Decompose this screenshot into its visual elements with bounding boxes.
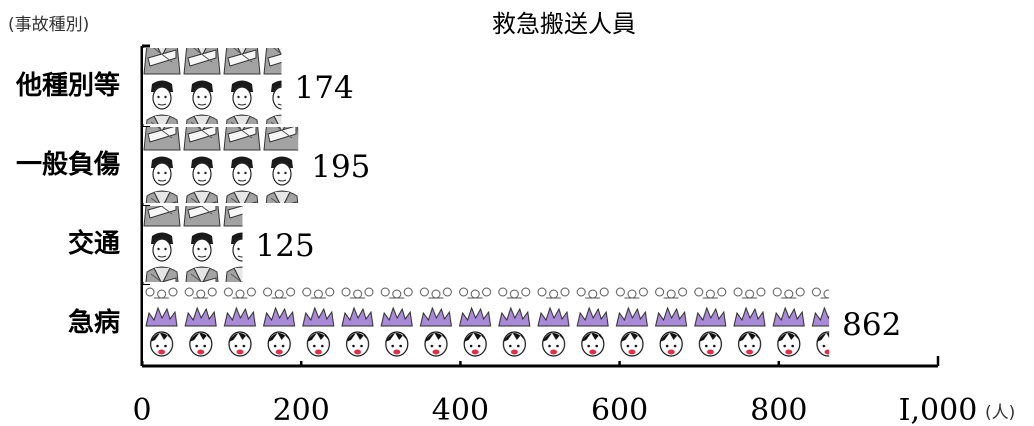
data-label: 125 [256,228,315,264]
data-label: 195 [311,149,370,185]
x-tick-label: 400 [432,393,489,426]
bar [143,285,830,361]
x-tick-label: 600 [591,393,648,426]
data-label: 174 [295,70,354,106]
category-label: 一般負傷 [16,150,120,180]
x-tick-label: 800 [750,393,807,426]
category-label: 交通 [68,228,120,259]
y-axis-title: (事故種別) [8,15,90,35]
category-label: 他種別等 [15,70,120,101]
x-axis-unit: (人) [985,403,1015,423]
x-tick-label: 200 [273,393,330,426]
x-tick-label: 0 [132,393,151,426]
category-label: 急病 [68,308,120,338]
x-tick-label: I,000 [899,393,978,426]
bar [143,127,299,203]
chart-title: 救急搬送人員 [492,10,636,38]
data-label: 862 [842,307,901,343]
bar [143,48,282,124]
bar [143,206,243,282]
